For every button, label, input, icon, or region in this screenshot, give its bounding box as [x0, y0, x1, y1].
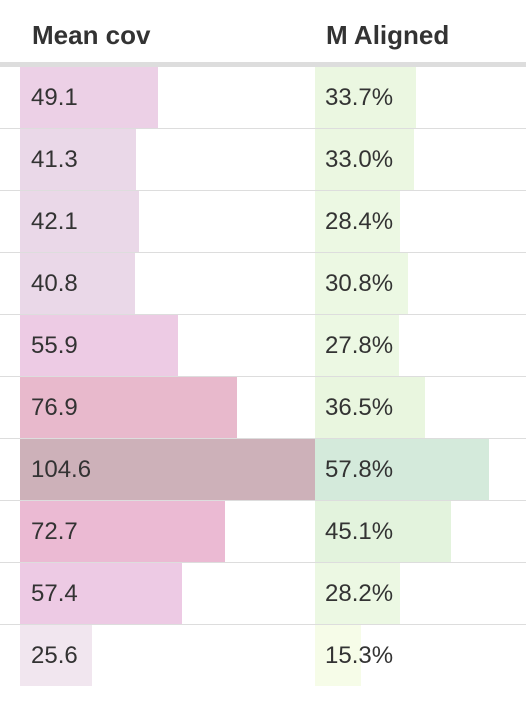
m-aligned-bar: [315, 377, 425, 438]
m-aligned-value: 33.0%: [325, 146, 394, 173]
m-aligned-bar: [315, 439, 489, 500]
m-aligned-value: 28.4%: [325, 208, 394, 235]
table-row: 55.9 27.8%: [0, 315, 526, 377]
mean-cov-value: 76.9: [31, 394, 78, 421]
column-header-mean-cov[interactable]: Mean cov: [32, 20, 151, 50]
mean-cov-cell: 40.8: [20, 253, 315, 314]
m-aligned-bar: [315, 501, 451, 562]
m-aligned-bar: [315, 67, 416, 128]
m-aligned-cell: 45.1%: [315, 501, 526, 562]
m-aligned-cell: 33.0%: [315, 129, 526, 190]
m-aligned-bar: [315, 563, 400, 624]
mean-cov-bar: [20, 625, 92, 686]
column-header-m-aligned[interactable]: M Aligned: [326, 20, 450, 50]
mean-cov-value: 42.1: [31, 208, 78, 235]
mean-cov-cell: 42.1: [20, 191, 315, 252]
mean-cov-value: 25.6: [31, 642, 78, 669]
table-header: Mean cov M Aligned: [0, 0, 526, 67]
m-aligned-cell: 28.4%: [315, 191, 526, 252]
mean-cov-bar: [20, 563, 182, 624]
m-aligned-bar: [315, 129, 414, 190]
table-row: 104.6 57.8%: [0, 439, 526, 501]
stats-table: Mean cov M Aligned 49.1 33.7% 41.3 33.0% 42.…: [0, 0, 526, 687]
mean-cov-value: 49.1: [31, 84, 78, 111]
mean-cov-value: 41.3: [31, 146, 78, 173]
m-aligned-cell: 27.8%: [315, 315, 526, 376]
mean-cov-cell: 104.6: [20, 439, 315, 500]
mean-cov-bar: [20, 501, 225, 562]
mean-cov-cell: 55.9: [20, 315, 315, 376]
m-aligned-value: 28.2%: [325, 580, 394, 607]
m-aligned-cell: 33.7%: [315, 67, 526, 128]
mean-cov-value: 40.8: [31, 270, 78, 297]
m-aligned-bar: [315, 253, 408, 314]
m-aligned-bar: [315, 315, 399, 376]
m-aligned-value: 30.8%: [325, 270, 394, 297]
m-aligned-value: 57.8%: [325, 456, 394, 483]
table-row: 76.9 36.5%: [0, 377, 526, 439]
m-aligned-cell: 57.8%: [315, 439, 526, 500]
m-aligned-bar: [315, 625, 361, 686]
mean-cov-value: 57.4: [31, 580, 78, 607]
mean-cov-value: 55.9: [31, 332, 78, 359]
m-aligned-bar: [315, 191, 400, 252]
mean-cov-value: 104.6: [31, 456, 92, 483]
table-row: 41.3 33.0%: [0, 129, 526, 191]
mean-cov-bar: [20, 439, 315, 500]
m-aligned-cell: 15.3%: [315, 625, 526, 686]
m-aligned-cell: 36.5%: [315, 377, 526, 438]
mean-cov-bar: [20, 67, 158, 128]
mean-cov-cell: 57.4: [20, 563, 315, 624]
mean-cov-bar: [20, 377, 237, 438]
m-aligned-value: 15.3%: [325, 642, 394, 669]
mean-cov-cell: 25.6: [20, 625, 315, 686]
table-row: 57.4 28.2%: [0, 563, 526, 625]
m-aligned-value: 45.1%: [325, 518, 394, 545]
table-row: 40.8 30.8%: [0, 253, 526, 315]
mean-cov-cell: 72.7: [20, 501, 315, 562]
m-aligned-value: 33.7%: [325, 84, 394, 111]
m-aligned-value: 27.8%: [325, 332, 394, 359]
mean-cov-cell: 41.3: [20, 129, 315, 190]
table-row: 42.1 28.4%: [0, 191, 526, 253]
table-row: 25.6 15.3%: [0, 625, 526, 687]
table-body: 49.1 33.7% 41.3 33.0% 42.1 28.4% 40.8 30.8% 55.9…: [0, 67, 526, 687]
mean-cov-cell: 49.1: [20, 67, 315, 128]
mean-cov-cell: 76.9: [20, 377, 315, 438]
mean-cov-bar: [20, 315, 178, 376]
m-aligned-value: 36.5%: [325, 394, 394, 421]
m-aligned-cell: 30.8%: [315, 253, 526, 314]
mean-cov-bar: [20, 129, 136, 190]
mean-cov-value: 72.7: [31, 518, 78, 545]
m-aligned-cell: 28.2%: [315, 563, 526, 624]
table-row: 72.7 45.1%: [0, 501, 526, 563]
mean-cov-bar: [20, 253, 135, 314]
mean-cov-bar: [20, 191, 139, 252]
table-row: 49.1 33.7%: [0, 67, 526, 129]
